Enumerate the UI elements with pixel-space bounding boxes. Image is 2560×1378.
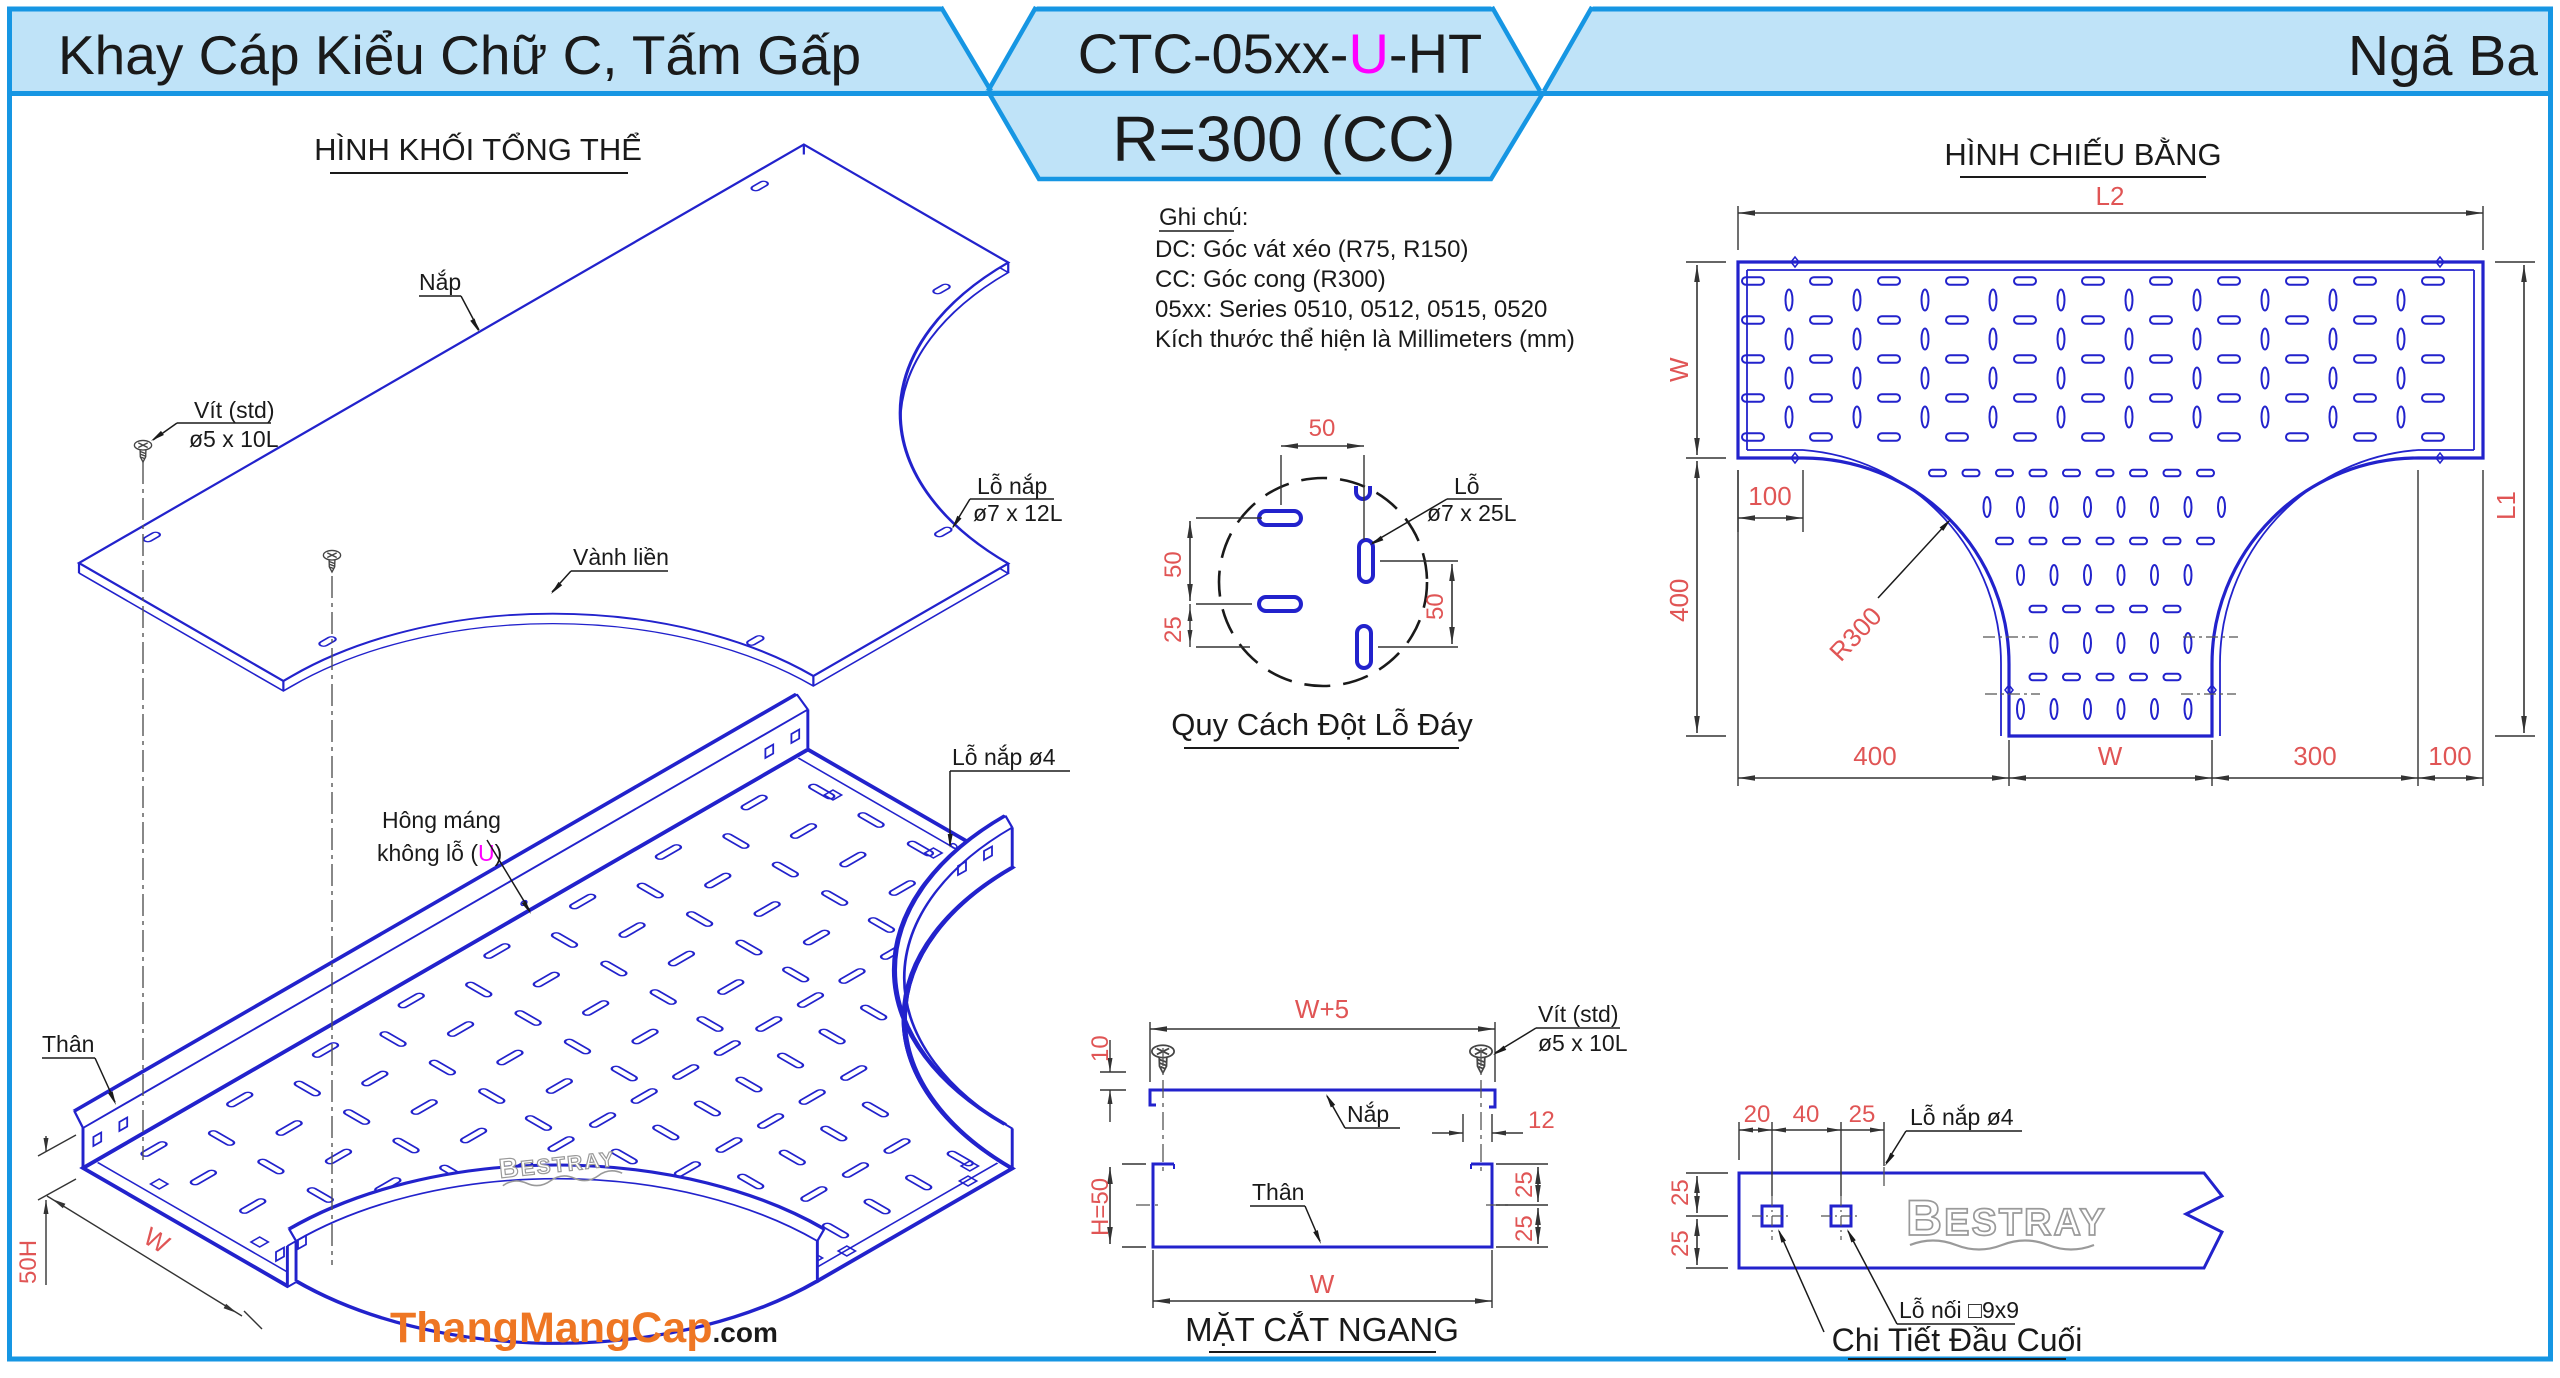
svg-text:MẶT CẮT NGANG: MẶT CẮT NGANG [1185,1311,1459,1348]
svg-text:50: 50 [1422,593,1449,620]
svg-text:W: W [2098,741,2123,771]
svg-text:Chi Tiết Đầu Cuối: Chi Tiết Đầu Cuối [1832,1322,2083,1358]
svg-text:ø7 x 25L: ø7 x 25L [1427,500,1517,526]
svg-text:Ghi chú:: Ghi chú: [1159,204,1248,231]
svg-text:Lỗ nắp ø4: Lỗ nắp ø4 [952,744,1056,770]
svg-text:100: 100 [2428,741,2471,771]
svg-text:H=50: H=50 [1087,1178,1114,1236]
svg-text:ø7 x 12L: ø7 x 12L [973,500,1063,526]
svg-text:50: 50 [1160,551,1187,578]
svg-text:100: 100 [1748,481,1791,511]
svg-text:W: W [1664,357,1694,382]
svg-text:400: 400 [1664,579,1694,622]
svg-text:W+5: W+5 [1295,994,1349,1024]
svg-text:25: 25 [1667,1179,1694,1206]
svg-text:40: 40 [1793,1101,1820,1128]
svg-text:300: 300 [2293,741,2336,771]
svg-text:Nắp: Nắp [419,269,461,295]
svg-text:12: 12 [1528,1107,1555,1134]
svg-text:CTC-05xx-U-HT: CTC-05xx-U-HT [1078,22,1482,85]
svg-text:400: 400 [1853,741,1896,771]
svg-text:HÌNH CHIẾU BẰNG: HÌNH CHIẾU BẰNG [1944,137,2221,172]
svg-text:Hông máng: Hông máng [382,807,501,833]
svg-text:Thân: Thân [1252,1179,1304,1205]
svg-text:50: 50 [1309,415,1336,442]
svg-text:Thân: Thân [42,1031,94,1057]
svg-text:Kích thước thể hiện là Millime: Kích thước thể hiện là Millimeters (mm) [1155,326,1575,353]
svg-text:không lỗ (U): không lỗ (U) [377,840,502,866]
svg-text:25: 25 [1511,1171,1538,1198]
svg-text:05xx: Series 0510, 0512, 0515,: 05xx: Series 0510, 0512, 0515, 0520 [1155,296,1547,323]
svg-text:Vành liền: Vành liền [573,544,669,570]
svg-text:20: 20 [1744,1101,1771,1128]
svg-text:W: W [1310,1269,1335,1299]
svg-text:25: 25 [1849,1101,1876,1128]
svg-text:25: 25 [1511,1215,1538,1242]
svg-text:Vít (std): Vít (std) [1538,1001,1619,1027]
svg-text:Lỗ nắp: Lỗ nắp [977,473,1047,499]
svg-text:ø5 x 10L: ø5 x 10L [1538,1030,1628,1056]
svg-text:50H: 50H [15,1240,42,1284]
svg-text:Lỗ: Lỗ [1454,473,1480,499]
svg-text:CC: Góc cong (R300): CC: Góc cong (R300) [1155,266,1386,293]
svg-text:Lỗ nắp ø4: Lỗ nắp ø4 [1910,1104,2014,1130]
svg-text:Ngã Ba: Ngã Ba [2348,24,2538,88]
svg-text:L1: L1 [2491,491,2521,520]
svg-text:Quy Cách Đột Lỗ Đáy: Quy Cách Đột Lỗ Đáy [1171,707,1473,742]
svg-text:Nắp: Nắp [1347,1101,1389,1127]
svg-text:HÌNH KHỐI TỔNG THỂ: HÌNH KHỐI TỔNG THỂ [314,131,642,167]
svg-text:DC: Góc vát xéo (R75, R150): DC: Góc vát xéo (R75, R150) [1155,236,1468,263]
svg-text:25: 25 [1160,616,1187,643]
svg-text:L2: L2 [2096,181,2125,211]
svg-text:ø5 x 10L: ø5 x 10L [189,426,279,452]
svg-text:10: 10 [1087,1035,1114,1062]
svg-text:25: 25 [1667,1230,1694,1257]
svg-text:Khay Cáp Kiểu Chữ C, Tấm Gấp: Khay Cáp Kiểu Chữ C, Tấm Gấp [58,24,861,86]
svg-text:R=300 (CC): R=300 (CC) [1112,103,1455,175]
svg-text:Lỗ nối □9x9: Lỗ nối □9x9 [1899,1297,2019,1323]
svg-text:Vít (std): Vít (std) [194,397,275,423]
